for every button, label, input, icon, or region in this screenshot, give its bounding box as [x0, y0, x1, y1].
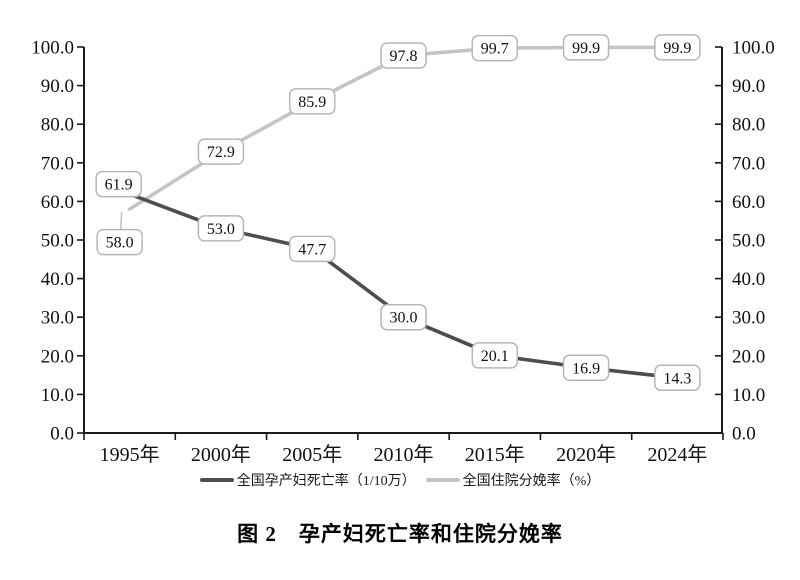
hospital-delivery-rate-data-label-box	[96, 228, 143, 256]
y-axis-label-right: 50.0	[732, 231, 765, 252]
y-axis-label-right: 30.0	[732, 308, 765, 329]
hospital-delivery-rate-data-label: 85.9	[298, 94, 326, 111]
y-axis-label-right: 100.0	[732, 38, 775, 59]
hospital-delivery-rate-data-label: 99.7	[481, 41, 509, 58]
y-axis-label-left: 40.0	[41, 269, 74, 290]
y-axis-label-left: 70.0	[41, 153, 74, 174]
y-axis-label-left: 80.0	[41, 115, 74, 136]
y-axis-label-right: 0.0	[732, 424, 756, 445]
line-chart: 0.0 0.0 10.0 10.0 20.0 20.0 30.0 30.0 40.0 40.0 50…	[31, 34, 775, 466]
maternal-mortality-rate-data-label-box	[197, 215, 245, 242]
y-axis-label-right: 20.0	[732, 346, 765, 367]
figure-caption: 图 2 孕产妇死亡率和住院分娩率	[237, 522, 563, 546]
maternal-mortality-rate-data-label: 61.9	[105, 177, 133, 194]
hospital-delivery-rate-line	[127, 45, 680, 211]
hospital-delivery-rate-data-label: 97.8	[390, 48, 418, 65]
legend-label-maternal-mortality: 全国孕产妇死亡率（1/10万）	[236, 474, 416, 489]
x-axis-label: 2000年	[191, 443, 251, 466]
hospital-delivery-rate-data-label-box	[654, 34, 701, 61]
y-axis-label-left: 20.0	[41, 346, 74, 367]
y-axis-label-right: 10.0	[732, 385, 765, 406]
y-axis-label-right: 90.0	[732, 76, 765, 97]
y-axis-label-right: 40.0	[732, 269, 765, 290]
maternal-mortality-rate-data-label-box	[562, 354, 610, 382]
y-axis-label-left: 0.0	[50, 424, 74, 445]
maternal-mortality-rate-data-label: 53.0	[207, 221, 235, 238]
hospital-delivery-rate-data-label: 99.9	[663, 40, 691, 57]
hospital-delivery-rate-data-label-box	[288, 88, 336, 115]
maternal-mortality-rate-data-label-box	[288, 235, 336, 263]
legend-label-hospital-delivery: 全国住院分娩率（%）	[462, 474, 601, 489]
hospital-delivery-rate-data-label: 99.9	[572, 40, 600, 57]
x-axis-label: 2024年	[647, 443, 707, 466]
legend-item-maternal-mortality: 全国孕产妇死亡率（1/10万）	[199, 470, 416, 490]
legend-line-swatch-dark	[199, 478, 234, 482]
x-axis-label: 2015年	[465, 443, 525, 466]
y-axis-label-left: 30.0	[41, 308, 74, 329]
hospital-delivery-rate-data-label: 58.0	[106, 235, 134, 252]
y-axis-label-right: 60.0	[732, 192, 765, 213]
y-axis-label-left: 90.0	[41, 76, 74, 97]
maternal-mortality-rate-data-label-box	[654, 364, 701, 392]
maternal-mortality-rate-data-label: 20.1	[481, 348, 509, 365]
hospital-delivery-rate-data-label-box	[197, 138, 245, 165]
maternal-mortality-rate-data-label-box	[95, 170, 142, 198]
chart-legend: 全国孕产妇死亡率（1/10万） 全国住院分娩率（%）	[0, 470, 800, 490]
hospital-delivery-rate-data-label-box	[562, 34, 610, 61]
legend-line-swatch-light	[425, 478, 460, 482]
hospital-delivery-rate-label-leader	[119, 212, 123, 230]
y-axis-label-left: 60.0	[41, 192, 74, 213]
maternal-mortality-rate-data-label: 47.7	[298, 241, 326, 258]
hospital-delivery-rate-data-label-box	[471, 34, 519, 62]
x-axis-label: 2005年	[282, 443, 342, 466]
hospital-delivery-rate-data-label: 72.9	[207, 144, 235, 161]
y-axis-label-right: 70.0	[732, 153, 765, 174]
y-axis-label-left: 50.0	[41, 231, 74, 252]
maternal-mortality-rate-data-label: 16.9	[572, 360, 600, 377]
legend-item-hospital-delivery: 全国住院分娩率（%）	[425, 470, 601, 490]
maternal-mortality-rate-data-label: 14.3	[663, 370, 691, 387]
x-axis-label: 1995年	[100, 443, 160, 466]
y-axis-label-left: 10.0	[41, 385, 74, 406]
maternal-mortality-rate-data-label-box	[471, 342, 519, 369]
maternal-mortality-rate-data-label-box	[380, 303, 427, 331]
maternal-mortality-rate-data-label: 30.0	[390, 310, 418, 327]
y-axis-label-right: 80.0	[732, 115, 765, 136]
hospital-delivery-rate-data-label-box	[380, 42, 427, 69]
y-axis-label-left: 100.0	[31, 38, 74, 59]
x-axis-label: 2020年	[556, 443, 616, 466]
x-axis-label: 2010年	[374, 443, 434, 466]
